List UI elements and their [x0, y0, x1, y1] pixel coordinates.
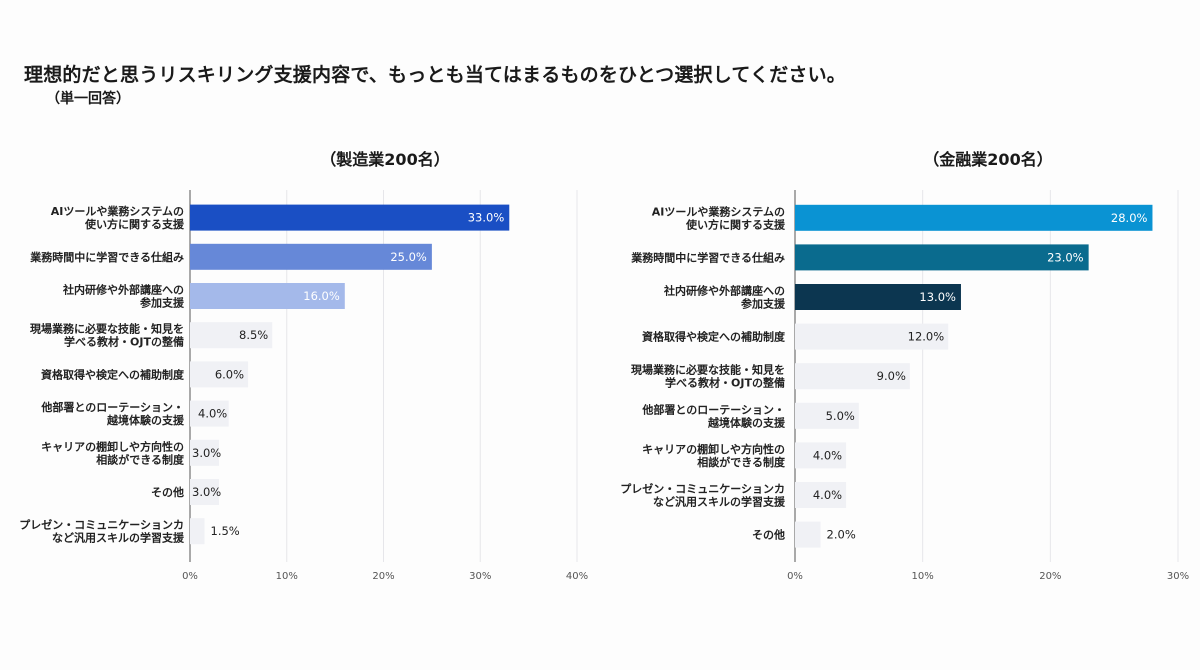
category-label: プレゼン・コミュニケーションカ: [19, 518, 184, 532]
bar-value-label: 28.0%: [1111, 211, 1148, 225]
x-tick-label: 20%: [1039, 571, 1061, 582]
x-tick-label: 20%: [372, 571, 394, 582]
category-label: など汎用スキルの学習支援: [653, 495, 786, 509]
bar: [190, 439, 220, 466]
bar-value-label: 4.0%: [813, 448, 842, 462]
bar-value-label: 12.0%: [908, 330, 945, 344]
bar: [190, 400, 229, 427]
bar-value-label: 4.0%: [813, 488, 842, 502]
category-label: キャリアの棚卸しや方向性の: [41, 439, 184, 453]
bar: [190, 204, 510, 231]
category-label: AIツールや業務システムの: [652, 204, 785, 218]
bar-value-label: 3.0%: [192, 446, 221, 460]
x-tick-label: 30%: [469, 571, 491, 582]
chart-title: 理想的だと思うリスキリング支援内容で、もっとも当てはまるものをひとつ選択してくだ…: [24, 64, 846, 86]
category-label: その他: [752, 528, 785, 542]
category-label: 業務時間中に学習できる仕組み: [630, 250, 785, 264]
category-label: 学べる教材・OJTの整備: [665, 376, 785, 390]
x-tick-label: 30%: [1167, 571, 1189, 582]
category-label: 参加支援: [741, 297, 786, 311]
bar-value-label: 23.0%: [1047, 250, 1084, 264]
bar-value-label: 6.0%: [215, 367, 244, 381]
bar: [795, 402, 859, 429]
x-tick-label: 10%: [276, 571, 298, 582]
bar: [795, 323, 949, 350]
bar: [190, 479, 220, 505]
bar-value-label: 2.0%: [827, 528, 856, 542]
bar-value-label: 16.0%: [303, 289, 340, 303]
category-label: 他部署とのローテーション・: [641, 402, 785, 416]
category-label: 業務時間中に学習できる仕組み: [29, 250, 184, 264]
panel-title-finance: （金融業200名）: [923, 150, 1053, 169]
category-label: 使い方に関する支援: [685, 217, 786, 231]
bar: [795, 284, 961, 310]
bar-value-label: 33.0%: [468, 211, 505, 225]
category-label: その他: [151, 485, 184, 499]
x-tick-label: 0%: [787, 571, 803, 582]
x-tick-label: 10%: [912, 571, 934, 582]
category-label: 参加支援: [140, 296, 185, 310]
bar-value-label: 4.0%: [198, 407, 227, 421]
bar: [795, 521, 821, 548]
bar: [795, 244, 1089, 271]
category-label: 現場業務に必要な技能・知見を: [30, 322, 184, 336]
bar: [190, 283, 345, 309]
bar: [795, 442, 847, 469]
category-label: 社内研修や外部講座への: [62, 283, 184, 297]
category-label: 相談ができる制度: [96, 452, 185, 466]
bar-value-label: 13.0%: [919, 290, 956, 304]
chart-subtitle: （単一回答）: [46, 91, 130, 107]
bar-value-label: 3.0%: [192, 485, 221, 499]
category-label: 学べる教材・OJTの整備: [64, 335, 184, 349]
panel-title-manufacturing: （製造業200名）: [320, 150, 450, 169]
category-label: 社内研修や外部講座への: [663, 284, 785, 298]
bar: [795, 363, 910, 390]
bar-value-label: 1.5%: [211, 524, 240, 538]
bar-value-label: 25.0%: [390, 250, 427, 264]
category-label: 資格取得や検定への補助制度: [642, 330, 786, 344]
bar-value-label: 9.0%: [877, 369, 906, 383]
category-label: AIツールや業務システムの: [51, 204, 184, 218]
bar: [795, 482, 847, 508]
category-label: プレゼン・コミュニケーションカ: [620, 482, 785, 496]
category-label: 使い方に関する支援: [84, 217, 185, 231]
category-label: 越境体験の支援: [106, 413, 185, 427]
category-label: キャリアの棚卸しや方向性の: [642, 442, 785, 456]
x-tick-label: 40%: [566, 571, 588, 582]
category-label: など汎用スキルの学習支援: [52, 531, 185, 545]
category-label: 相談ができる制度: [697, 455, 786, 469]
bar: [190, 518, 205, 545]
bar: [190, 243, 432, 270]
bar-value-label: 8.5%: [239, 328, 268, 342]
category-label: 越境体験の支援: [707, 415, 786, 429]
bar-value-label: 5.0%: [826, 409, 855, 423]
category-label: 現場業務に必要な技能・知見を: [631, 363, 785, 377]
x-tick-label: 0%: [182, 571, 198, 582]
category-label: 資格取得や検定への補助制度: [41, 367, 185, 381]
category-label: 他部署とのローテーション・: [40, 400, 184, 414]
bar: [190, 361, 249, 388]
bar: [795, 204, 1153, 231]
bar: [190, 322, 273, 349]
